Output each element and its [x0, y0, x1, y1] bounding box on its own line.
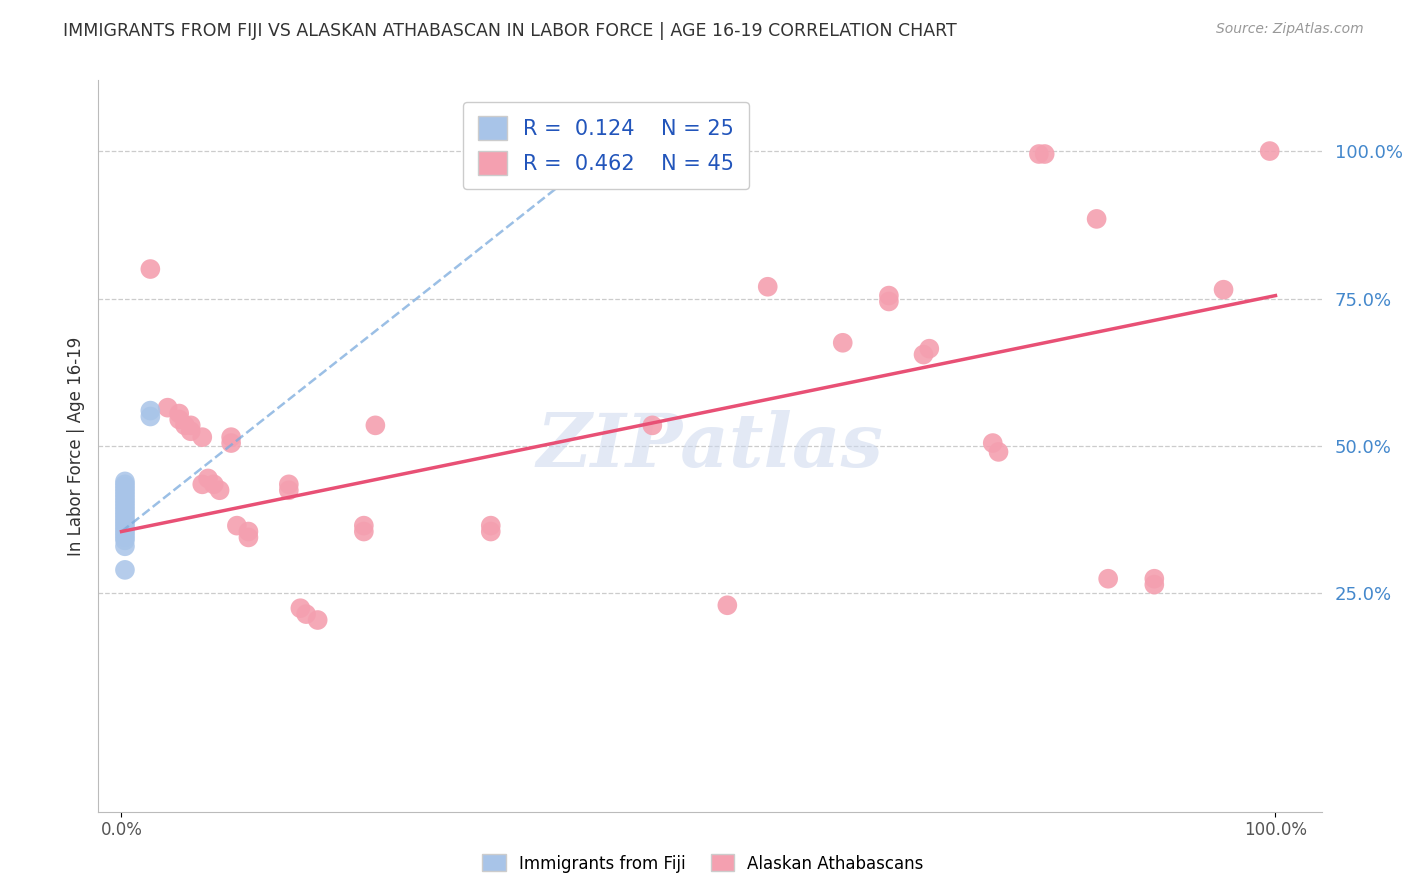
Point [290, 601, 312, 615]
Point [295, 607, 318, 621]
Point [139, 403, 162, 417]
Point [479, 518, 502, 533]
Point [716, 599, 738, 613]
Point [114, 533, 136, 548]
Point [912, 348, 935, 362]
Point [139, 409, 162, 424]
Point [981, 436, 1004, 450]
Text: ZIPatlas: ZIPatlas [537, 409, 883, 483]
Point [114, 509, 136, 524]
Point [114, 492, 136, 507]
Point [831, 335, 853, 350]
Point [114, 475, 136, 489]
Point [225, 518, 247, 533]
Point [364, 418, 387, 433]
Point [114, 527, 136, 541]
Point [238, 524, 260, 539]
Point [114, 489, 136, 503]
Point [139, 262, 162, 277]
Point [114, 483, 136, 498]
Legend: Immigrants from Fiji, Alaskan Athabascans: Immigrants from Fiji, Alaskan Athabascan… [475, 847, 931, 880]
Point [1085, 211, 1108, 226]
Point [1143, 572, 1166, 586]
Point [174, 418, 197, 433]
Point [114, 504, 136, 518]
Point [1097, 572, 1119, 586]
Point [277, 483, 299, 498]
Point [1258, 144, 1281, 158]
Point [197, 471, 219, 485]
Point [167, 407, 190, 421]
Point [208, 483, 231, 498]
Point [114, 539, 136, 553]
Point [114, 500, 136, 515]
Point [191, 477, 214, 491]
Point [877, 288, 900, 302]
Point [918, 342, 941, 356]
Point [114, 498, 136, 512]
Point [353, 518, 375, 533]
Point [641, 418, 664, 433]
Point [114, 530, 136, 544]
Point [180, 418, 202, 433]
Point [114, 563, 136, 577]
Point [191, 430, 214, 444]
Point [114, 477, 136, 491]
Point [1028, 147, 1050, 161]
Point [877, 294, 900, 309]
Point [1143, 577, 1166, 591]
Point [277, 477, 299, 491]
Point [114, 507, 136, 521]
Point [167, 412, 190, 426]
Point [156, 401, 179, 415]
Point [219, 430, 242, 444]
Legend: R =  0.124    N = 25, R =  0.462    N = 45: R = 0.124 N = 25, R = 0.462 N = 45 [463, 102, 749, 189]
Point [479, 524, 502, 539]
Y-axis label: In Labor Force | Age 16-19: In Labor Force | Age 16-19 [66, 336, 84, 556]
Point [114, 513, 136, 527]
Point [756, 279, 779, 293]
Point [1033, 147, 1056, 161]
Point [114, 518, 136, 533]
Point [114, 480, 136, 494]
Text: Source: ZipAtlas.com: Source: ZipAtlas.com [1216, 22, 1364, 37]
Point [1212, 283, 1234, 297]
Point [114, 516, 136, 530]
Point [114, 486, 136, 500]
Point [353, 524, 375, 539]
Point [114, 524, 136, 539]
Point [238, 530, 260, 544]
Point [114, 495, 136, 509]
Point [987, 445, 1010, 459]
Text: IMMIGRANTS FROM FIJI VS ALASKAN ATHABASCAN IN LABOR FORCE | AGE 16-19 CORRELATIO: IMMIGRANTS FROM FIJI VS ALASKAN ATHABASC… [63, 22, 957, 40]
Point [307, 613, 329, 627]
Point [202, 477, 225, 491]
Point [114, 522, 136, 536]
Point [219, 436, 242, 450]
Point [180, 424, 202, 438]
